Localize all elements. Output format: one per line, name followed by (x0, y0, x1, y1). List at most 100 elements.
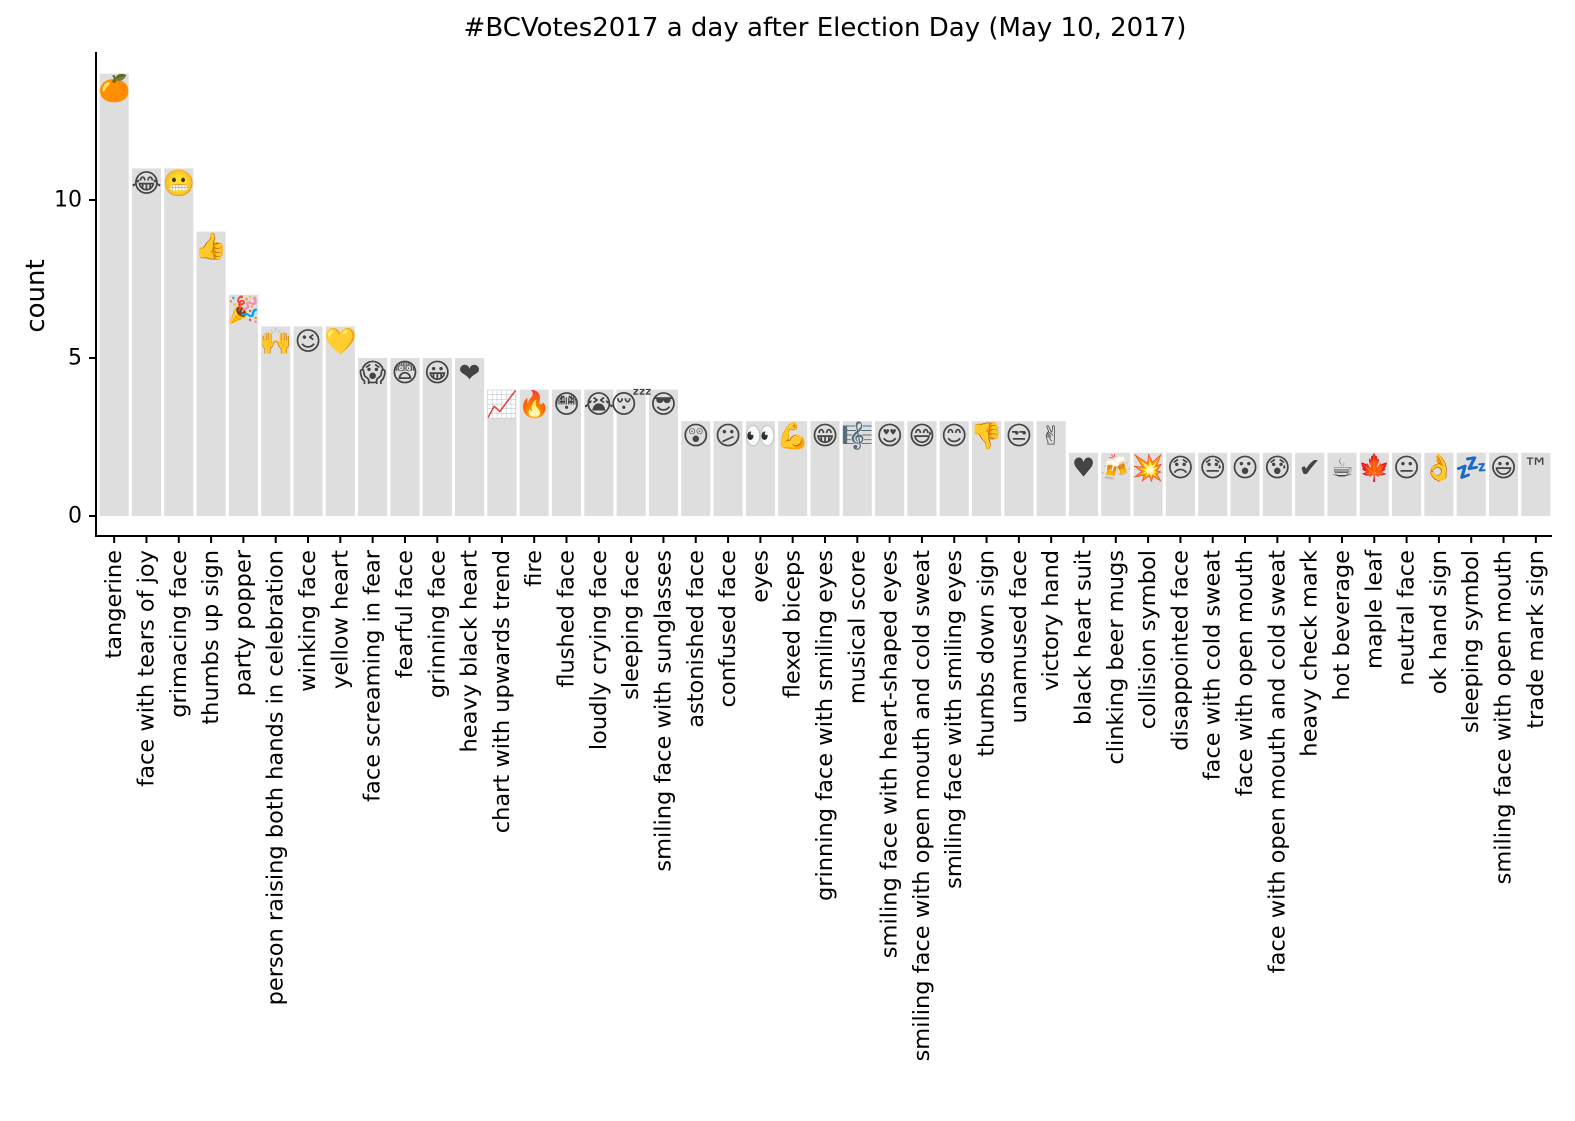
emoji-sleeping-symbol: 💤 (1455, 453, 1487, 483)
bar-grinning-face-with-smiling-eyes (810, 421, 840, 516)
bar-sleeping-face (616, 389, 646, 516)
bar-maple-leaf (1359, 452, 1389, 516)
bar-astonished-face (681, 421, 711, 516)
bar-face-with-open-mouth (1230, 452, 1260, 516)
x-tick-label-sleeping-symbol: sleeping symbol (1458, 550, 1484, 733)
bar-face-with-open-mouth-and-cold-sweat (1262, 452, 1292, 516)
bar-confused-face (713, 421, 743, 516)
y-tick-label-10: 10 (54, 188, 82, 213)
bar-sleeping-symbol (1456, 452, 1486, 516)
emoji-trade-mark-sign: ™ (1523, 453, 1549, 483)
bar-flushed-face (551, 389, 582, 516)
x-tick-label-black-heart-suit: black heart suit (1070, 550, 1096, 725)
emoji-flushed-face: 😳 (553, 390, 580, 420)
bar-tangerine (99, 73, 129, 516)
x-tick-label-maple-leaf: maple leaf (1361, 549, 1387, 669)
bar-smiling-face-with-open-mouth-and-cold-sweat (907, 421, 937, 516)
x-tick-label-thumbs-down-sign: thumbs down sign (974, 550, 1000, 757)
emoji-fearful-face: 😨 (391, 359, 418, 389)
y-tick-label-5: 5 (68, 346, 82, 371)
bar-grinning-face (422, 358, 452, 516)
bar-person-raising-both-hands-in-celebration (261, 326, 291, 516)
x-tick-label-chart-with-upwards-trend: chart with upwards trend (489, 550, 515, 833)
bars-group (99, 73, 1551, 516)
x-tick-label-winking-face: winking face (295, 550, 321, 692)
x-tick-label-neutral-face: neutral face (1394, 550, 1420, 686)
emoji-black-heart-suit: ♥ (1072, 453, 1095, 483)
emoji-party-popper: 🎉 (227, 294, 259, 325)
bar-heavy-black-heart (455, 358, 485, 516)
emoji-smiling-face-with-heart-shaped-eyes: 😍 (876, 422, 903, 452)
x-tick-label-face-with-cold-sweat: face with cold sweat (1200, 550, 1226, 781)
bar-thumbs-down-sign (972, 421, 1002, 516)
emoji-disappointed-face: 😞 (1167, 453, 1194, 483)
emoji-smiling-face-with-open-mouth-and-cold-sweat: 😅 (908, 422, 935, 452)
bar-smiling-face-with-heart-shaped-eyes (875, 421, 905, 516)
emoji-sleeping-face: 😴 (610, 388, 652, 420)
x-tick-label-smiling-face-with-heart-shaped-eyes: smiling face with heart-shaped eyes (877, 550, 903, 958)
emoji-astonished-face: 😲 (682, 422, 709, 452)
emoji-face-with-open-mouth-and-cold-sweat: 😰 (1264, 453, 1291, 483)
bar-fire (519, 389, 549, 516)
emoji-face-with-open-mouth: 😮 (1231, 453, 1258, 483)
bar-smiling-face-with-open-mouth (1488, 452, 1519, 516)
emoji-victory-hand: ✌ (1040, 422, 1062, 452)
x-tick-label-unamused-face: unamused face (1006, 550, 1032, 723)
emoji-heavy-black-heart: ❤ (459, 359, 481, 389)
bar-loudly-crying-face (584, 389, 614, 516)
emoji-clinking-beer-mugs: 🍻 (1100, 453, 1132, 483)
x-tick-label-thumbs-up-sign: thumbs up sign (198, 550, 224, 725)
x-tick-label-party-popper: party popper (230, 549, 256, 696)
x-tick-label-fearful-face: fearful face (392, 550, 418, 678)
x-tick-label-smiling-face-with-sunglasses: smiling face with sunglasses (650, 550, 676, 872)
emoji-neutral-face: 😐 (1393, 453, 1420, 483)
x-tick-label-yellow-heart: yellow heart (327, 550, 353, 689)
x-tick-label-ok-hand-sign: ok hand sign (1426, 550, 1452, 694)
bar-chart-with-upwards-trend (487, 389, 517, 516)
x-tick-label-trade-mark-sign: trade mark sign (1523, 550, 1549, 729)
x-tick-label-confused-face: confused face (715, 550, 741, 708)
x-axis: tangerine face with tears of joy grimacing… (95, 535, 1552, 1061)
emoji-face-with-cold-sweat: 😓 (1199, 453, 1226, 483)
bar-heavy-check-mark (1295, 452, 1325, 516)
chart-title: #BCVotes2017 a day after Election Day (M… (464, 13, 1187, 43)
emoji-face-screaming-in-fear: 😱 (359, 359, 386, 389)
bar-party-popper (228, 294, 258, 516)
emoji-loudly-crying-face: 😭 (584, 390, 614, 420)
emoji-maple-leaf: 🍁 (1358, 452, 1390, 483)
x-tick-label-musical-score: musical score (844, 550, 870, 704)
emoji-marks-group: 🍊 😂 😬 👍 🎉🙌 😉 💛😱 😨 😀 ❤📈 🔥 😳 😭😴😎😲 😕 👀 💪 😁 🎼 😍 😅 😊 👎 😒 ✌ ♥ 🍻 💥 😞 😓 😮 😰 ✔ ☕ 🍁… (98, 73, 1549, 483)
bar-hot-beverage (1327, 452, 1357, 516)
emoji-winking-face: 😉 (294, 327, 321, 357)
x-tick-label-grinning-face: grinning face (424, 550, 450, 698)
bar-musical-score (842, 421, 872, 516)
bar-clinking-beer-mugs (1101, 452, 1131, 516)
x-tick-label-tangerine: tangerine (101, 550, 127, 659)
x-tick-label-clinking-beer-mugs: clinking beer mugs (1103, 550, 1129, 765)
bar-face-with-tears-of-joy (131, 168, 162, 516)
bar-black-heart-suit (1068, 452, 1099, 516)
x-tick-label-loudly-crying-face: loudly crying face (586, 550, 612, 750)
y-tick-label-0: 0 (68, 504, 82, 529)
bar-face-with-cold-sweat (1198, 452, 1228, 516)
x-tick-label-sleeping-face: sleeping face (618, 550, 644, 700)
x-tick-label-victory-hand: victory hand (1038, 550, 1064, 691)
emoji-thumbs-down-sign: 👎 (970, 422, 1002, 452)
x-tick-label-fire: fire (521, 550, 547, 587)
emoji-musical-score: 🎼 (841, 421, 873, 452)
bar-victory-hand (1036, 421, 1066, 516)
x-tick-label-heavy-black-heart: heavy black heart (457, 550, 483, 753)
bar-winking-face (293, 326, 323, 516)
x-tick-label-flushed-face: flushed face (554, 550, 580, 688)
x-tick-label-hot-beverage: hot beverage (1329, 550, 1355, 700)
x-tick-label-face-with-open-mouth-and-cold-sweat: face with open mouth and cold sweat (1264, 550, 1290, 974)
bar-grimacing-face (164, 168, 194, 516)
x-tick-label-eyes: eyes (747, 550, 773, 603)
bar-unamused-face (1004, 421, 1034, 516)
x-tick-label-heavy-check-mark: heavy check mark (1297, 550, 1323, 757)
emoji-thumbs-up-sign: 👍 (195, 231, 227, 262)
emoji-fire: 🔥 (518, 389, 550, 420)
bar-smiling-face-with-smiling-eyes (939, 421, 969, 516)
x-tick-label-face-with-tears-of-joy: face with tears of joy (133, 550, 159, 787)
bar-collision-symbol (1133, 452, 1163, 516)
